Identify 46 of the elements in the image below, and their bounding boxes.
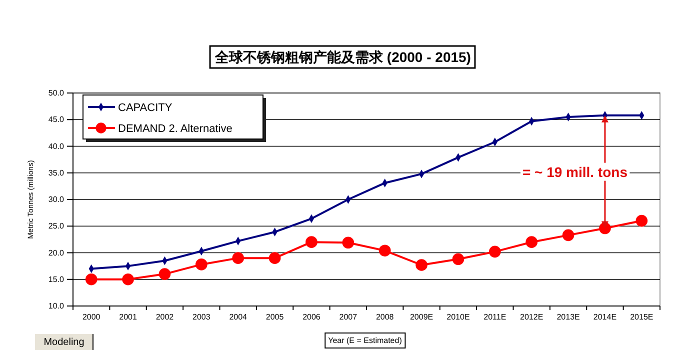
y-tick-label: 45.0 (48, 115, 65, 124)
x-tick-label: 2000 (82, 312, 101, 322)
x-tick-label: 2015E (630, 312, 654, 322)
y-tick-label: 15.0 (48, 274, 65, 284)
y-tick-label: 10.0 (48, 302, 65, 311)
x-tick-label: 2002 (156, 312, 174, 322)
y-tick-label: 30.0 (48, 195, 65, 204)
y-tick-label: 50.0 (48, 88, 65, 98)
x-tick-label: 2001 (119, 312, 138, 322)
point (195, 258, 208, 270)
x-tick-label: 2011E (484, 312, 506, 322)
point (85, 273, 98, 286)
x-tick-label: 2012E (520, 312, 544, 322)
point (526, 236, 538, 248)
legend-label: CAPACITY (118, 102, 173, 114)
x-axis-title: Year (E = Estimated) (328, 336, 402, 345)
y-tick-label: 35.0 (48, 168, 65, 178)
chart-title: 全球不锈钢粗钢产能及需求 (2000 - 2015) (214, 49, 471, 65)
x-tick-label: 2006 (302, 312, 321, 322)
y-tick-label: 25.0 (48, 222, 65, 231)
text: Modeling (44, 337, 84, 348)
x-tick-label: 2013E (556, 312, 580, 322)
x-tick-label: 2009E (410, 312, 434, 322)
y-tick-label: 40.0 (48, 142, 65, 151)
x-tick-label: 2014E (593, 312, 617, 322)
x-tick-label: 2010E (446, 312, 470, 322)
point (342, 236, 354, 249)
point (158, 268, 171, 280)
x-tick-label: 2007 (339, 312, 358, 322)
annotation: = ~ 19 mill. tons (522, 164, 628, 180)
y-tick-label: 20.0 (48, 248, 65, 258)
point (268, 252, 281, 264)
point (562, 229, 574, 242)
x-tick-label: 2008 (376, 312, 394, 322)
legend-label: DEMAND 2. Alternative (118, 123, 232, 135)
point (452, 253, 464, 266)
x-tick-label: 2005 (266, 312, 284, 322)
point (488, 246, 501, 258)
point (378, 244, 391, 257)
point (306, 236, 318, 248)
x-tick-label: 2004 (229, 312, 248, 322)
point (122, 273, 134, 286)
point (636, 214, 648, 227)
x-tick-label: 2003 (192, 312, 211, 322)
point (416, 259, 428, 271)
point (232, 252, 244, 264)
